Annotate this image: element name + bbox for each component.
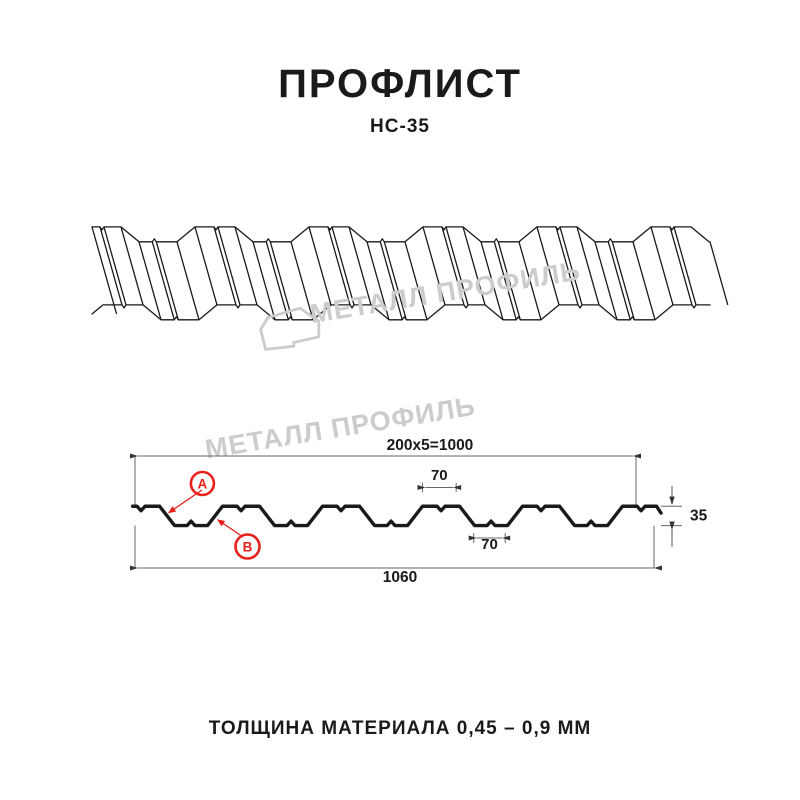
svg-text:A: A — [198, 477, 208, 492]
svg-text:70: 70 — [481, 536, 498, 553]
svg-text:МЕТАЛЛ ПРОФИЛЬ: МЕТАЛЛ ПРОФИЛЬ — [308, 256, 583, 330]
svg-text:200x5=1000: 200x5=1000 — [387, 437, 474, 454]
svg-text:B: B — [243, 540, 253, 555]
svg-text:70: 70 — [431, 467, 448, 484]
svg-text:35: 35 — [690, 508, 708, 525]
svg-text:1060: 1060 — [383, 569, 417, 586]
